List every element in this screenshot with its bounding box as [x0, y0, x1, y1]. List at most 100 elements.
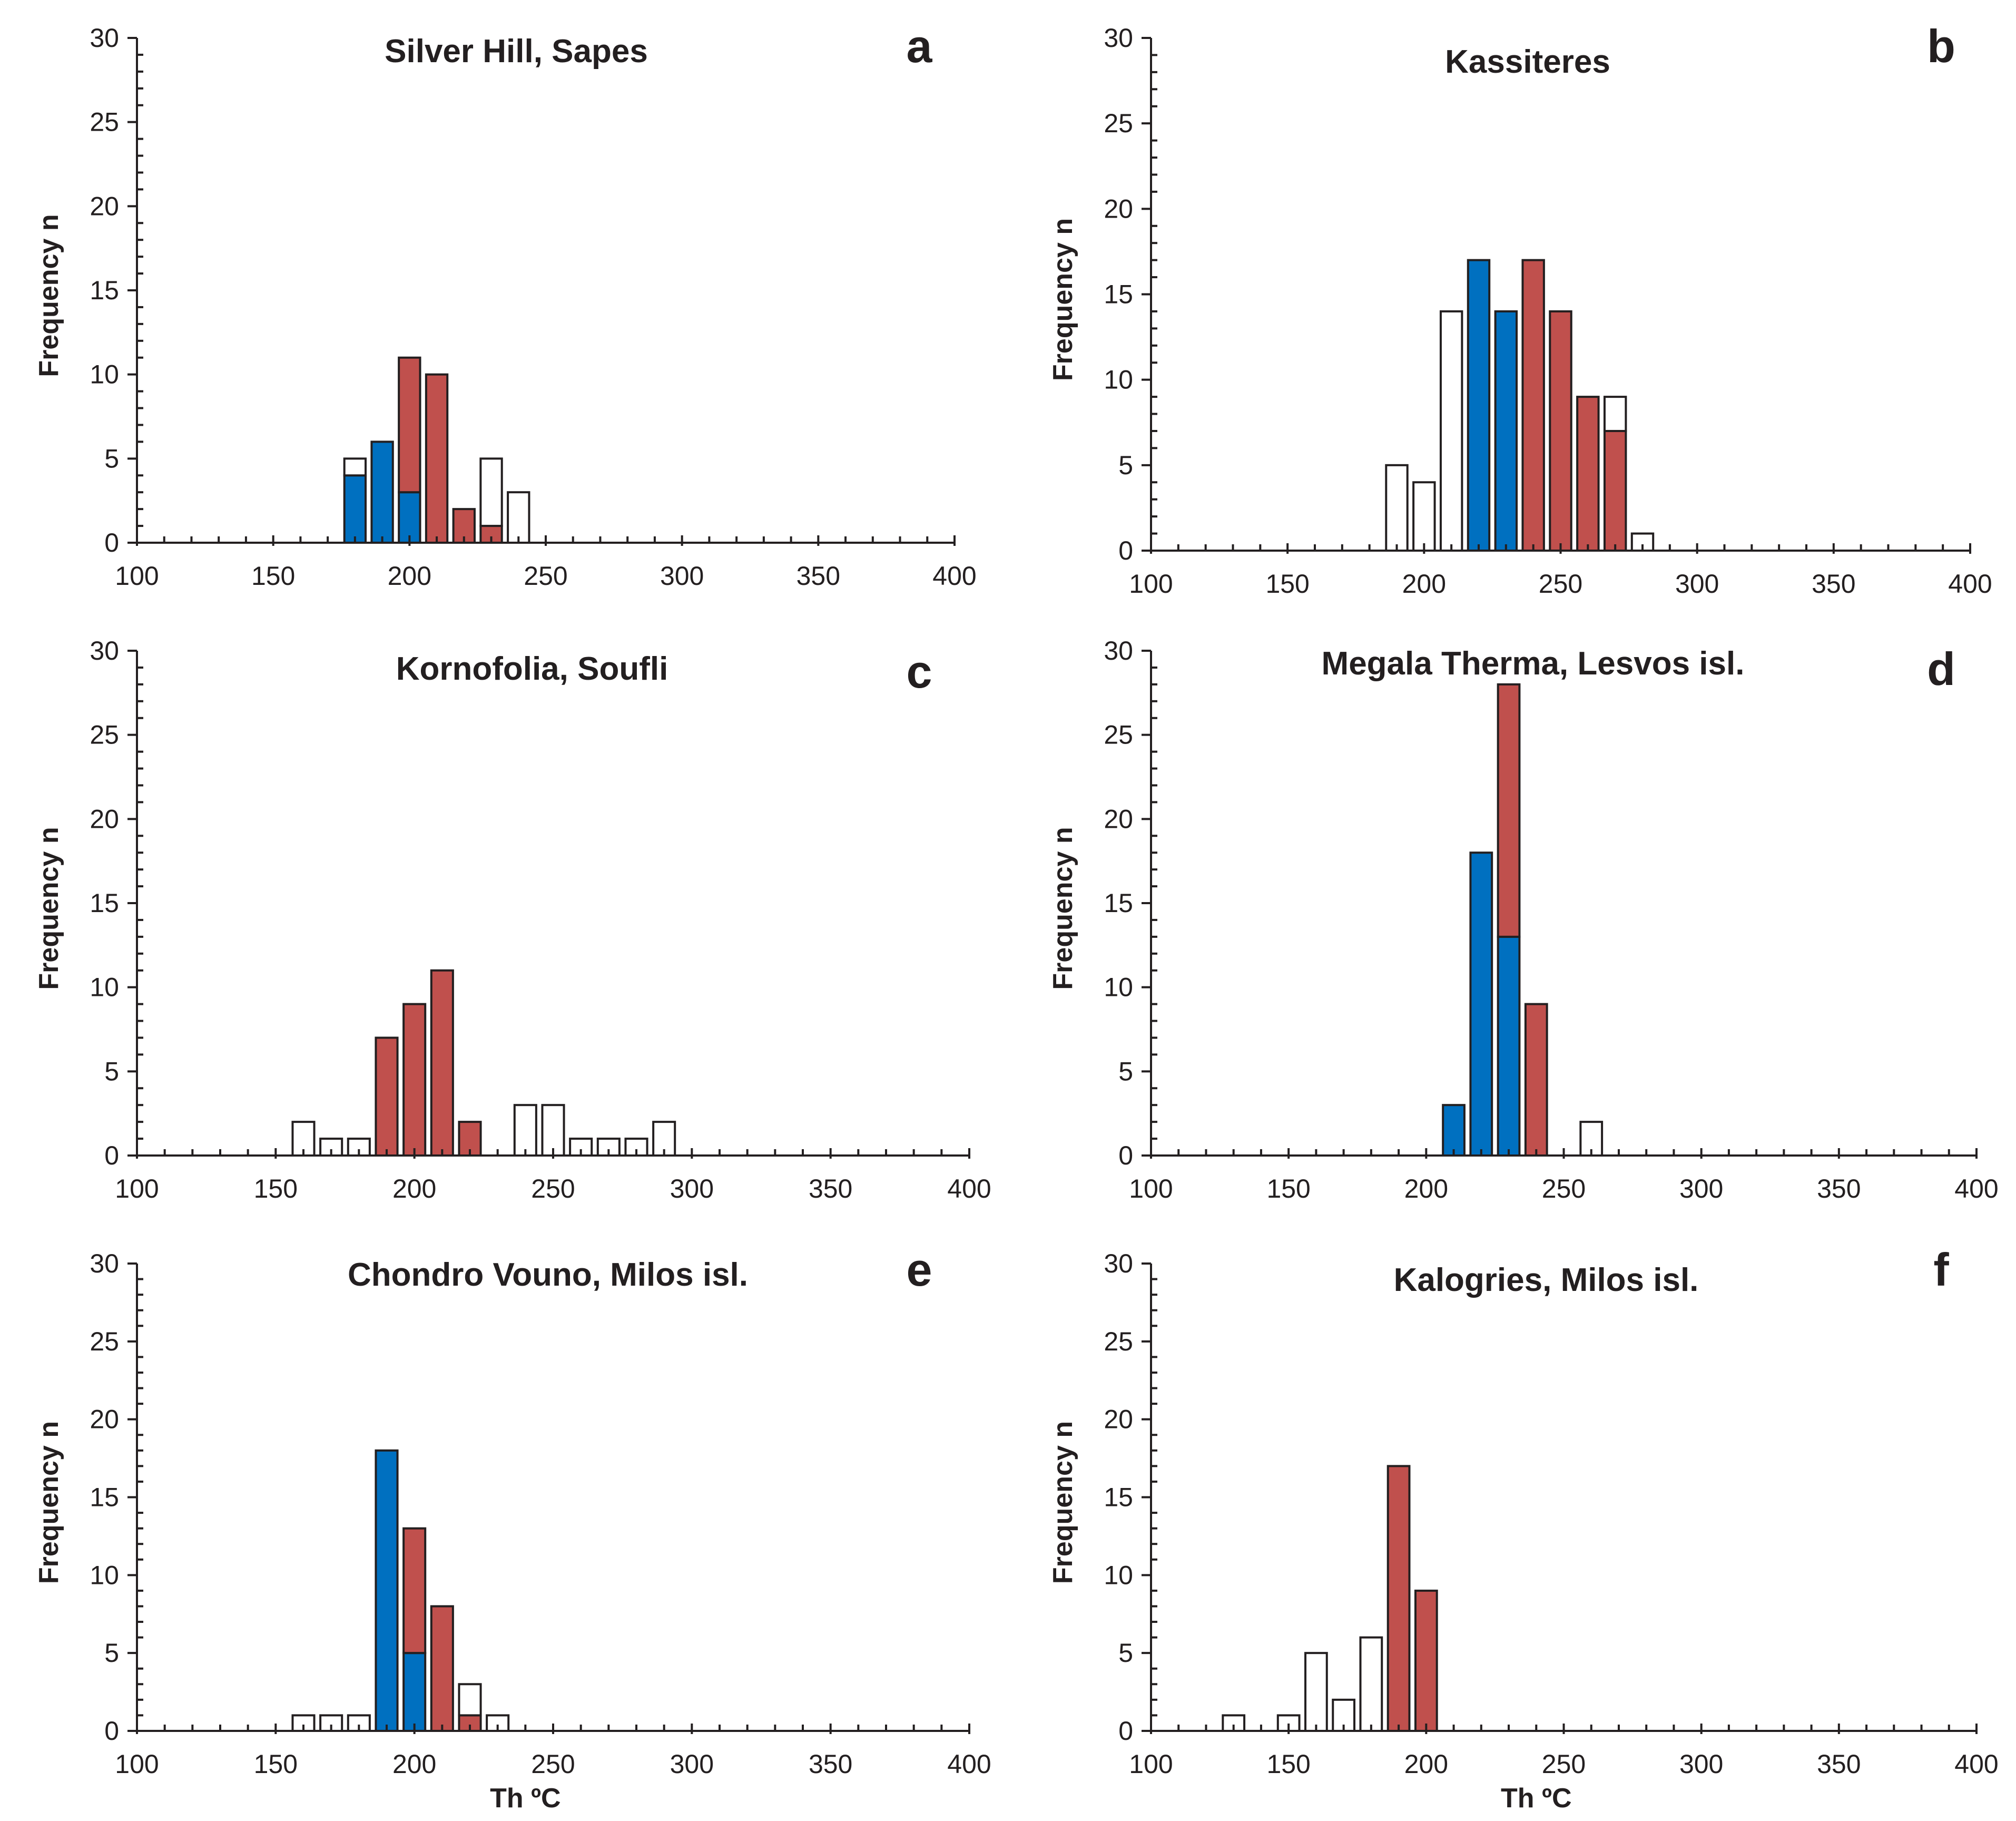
y-tick-label: 0 — [1118, 1141, 1133, 1170]
x-tick-label: 350 — [809, 1749, 852, 1779]
y-tick-label: 30 — [90, 1249, 119, 1278]
bar-b-270-white — [1603, 396, 1627, 432]
y-axis-label: Frequency n — [1048, 827, 1078, 990]
y-tick-label: 5 — [104, 444, 119, 473]
x-axis-label: Th ºC — [490, 1783, 561, 1814]
x-tick-label: 400 — [947, 1174, 991, 1203]
y-tick-label: 20 — [1104, 194, 1133, 223]
x-tick-label: 200 — [392, 1749, 436, 1779]
x-tick-label: 150 — [1265, 569, 1309, 599]
chart-title: Kornofolia, Soufli — [396, 651, 668, 687]
x-tick-label: 350 — [796, 561, 840, 591]
x-tick-label: 250 — [524, 561, 567, 591]
y-tick-label: 20 — [90, 804, 119, 834]
bar-a-200-red — [398, 356, 421, 494]
x-tick-label: 350 — [1812, 569, 1855, 599]
bar-c-190-red — [375, 1036, 399, 1157]
bar-b-260-red — [1576, 396, 1600, 552]
bar-c-210-red — [430, 969, 454, 1157]
panel-d: 0 5 10 15 20 25 30 100 150 200 250 300 350 400 Megala … — [1048, 636, 1999, 1203]
y-tick-label: 25 — [90, 720, 119, 750]
x-tick-label: 100 — [115, 1174, 159, 1203]
x-tick-label: 200 — [388, 561, 431, 591]
x-tick-label: 250 — [531, 1174, 575, 1203]
bar-f-190-red — [1386, 1465, 1411, 1732]
y-tick-label: 5 — [104, 1638, 119, 1668]
x-tick-label: 300 — [660, 561, 704, 591]
x-tick-label: 100 — [115, 561, 159, 591]
y-tick-label: 30 — [90, 23, 119, 53]
chart-title: Megala Therma, Lesvos isl. — [1322, 645, 1745, 682]
bar-a-230-white — [479, 457, 503, 527]
y-tick-label: 10 — [1104, 1560, 1133, 1590]
y-tick-label: 10 — [1104, 973, 1133, 1002]
bar-a-210-red — [425, 373, 449, 544]
y-tick-label: 20 — [1104, 804, 1133, 834]
y-tick-label: 15 — [1104, 280, 1133, 309]
y-tick-label: 30 — [90, 636, 119, 665]
y-tick-label: 30 — [1104, 1249, 1133, 1278]
chart-title: Kalogries, Milos isl. — [1394, 1262, 1699, 1298]
x-tick-label: 150 — [251, 561, 295, 591]
y-tick-label: 5 — [1118, 451, 1133, 480]
bar-d-230-red — [1497, 683, 1521, 938]
x-tick-label: 200 — [392, 1174, 436, 1203]
bar-e-190-blue — [375, 1449, 399, 1732]
x-tick-label: 400 — [947, 1749, 991, 1779]
bar-a-240-white — [507, 491, 530, 544]
bar-b-200-white — [1412, 481, 1436, 552]
y-tick-label: 30 — [1104, 636, 1133, 665]
bar-c-200-red — [402, 1003, 427, 1157]
bar-e-200-blue — [402, 1652, 427, 1732]
panel-letter: d — [1927, 643, 1955, 695]
y-tick-label: 0 — [1118, 536, 1133, 565]
panel-c: 0 5 10 15 20 25 30 100 150 200 250 300 350 400 Kornofo… — [34, 636, 991, 1203]
x-tick-label: 250 — [1542, 1749, 1586, 1779]
y-tick-label: 25 — [90, 1327, 119, 1356]
bar-e-200-red — [402, 1527, 427, 1654]
x-tick-label: 150 — [254, 1749, 298, 1779]
y-tick-label: 25 — [1104, 1327, 1133, 1356]
panel-letter: a — [907, 20, 933, 72]
y-axis-label: Frequency n — [1048, 1421, 1078, 1584]
y-tick-label: 10 — [90, 973, 119, 1002]
x-tick-label: 400 — [1948, 569, 1992, 599]
bar-c-250-white — [541, 1104, 565, 1157]
x-tick-label: 150 — [254, 1174, 298, 1203]
x-tick-label: 300 — [670, 1749, 714, 1779]
y-tick-label: 0 — [104, 1141, 119, 1170]
x-tick-label: 300 — [1679, 1749, 1723, 1779]
x-tick-label: 200 — [1404, 1749, 1448, 1779]
x-tick-label: 350 — [1817, 1749, 1861, 1779]
x-tick-label: 250 — [531, 1749, 575, 1779]
chart-title: Silver Hill, Sapes — [385, 33, 648, 70]
panel-letter: b — [1927, 20, 1955, 72]
bar-b-190-white — [1385, 464, 1409, 552]
bar-d-230-blue — [1497, 935, 1521, 1157]
y-tick-label: 25 — [90, 107, 119, 137]
y-tick-label: 5 — [1118, 1638, 1133, 1668]
x-tick-label: 200 — [1404, 1174, 1448, 1203]
y-tick-label: 15 — [90, 276, 119, 305]
y-tick-label: 10 — [90, 360, 119, 389]
panel-letter: c — [907, 645, 932, 698]
x-tick-label: 400 — [932, 561, 976, 591]
y-tick-label: 25 — [1104, 109, 1133, 138]
bar-c-240-white — [513, 1104, 537, 1157]
panel-e: 0 5 10 15 20 25 30 100 150 200 250 300 350 400 Chondro… — [34, 1244, 991, 1814]
x-tick-label: 150 — [1266, 1749, 1310, 1779]
bar-a-190-blue — [370, 440, 394, 544]
x-tick-label: 100 — [115, 1749, 159, 1779]
y-tick-label: 15 — [90, 888, 119, 918]
y-tick-label: 0 — [104, 1716, 119, 1746]
chart-title: Chondro Vouno, Milos isl. — [348, 1257, 748, 1293]
bar-b-240-red — [1521, 259, 1545, 552]
x-tick-label: 400 — [1954, 1174, 1998, 1203]
y-tick-label: 5 — [104, 1056, 119, 1086]
panel-a: 0 5 10 15 20 25 30 100 150 200 250 300 350 400 Silver … — [34, 20, 977, 591]
x-tick-label: 350 — [1817, 1174, 1861, 1203]
y-tick-label: 20 — [1104, 1405, 1133, 1434]
bar-a-200-blue — [398, 491, 421, 544]
panel-b: 0 5 10 15 20 25 30 100 150 200 250 300 350 400 Kassite… — [1048, 20, 1992, 599]
